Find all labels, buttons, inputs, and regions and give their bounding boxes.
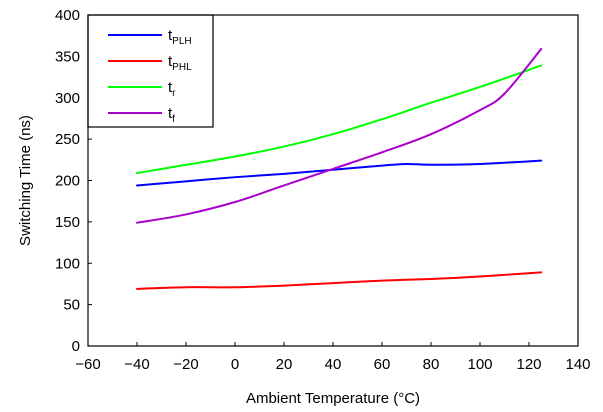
y-tick-label: 50 xyxy=(63,297,80,314)
series-line-tPLH xyxy=(136,159,543,187)
y-tick-label: 200 xyxy=(55,173,80,190)
x-tick-label: −20 xyxy=(173,356,198,373)
series-layer xyxy=(136,47,543,290)
legend-label-tf: tf xyxy=(168,105,175,125)
x-tick-label: 60 xyxy=(374,356,391,373)
x-tick-label: 0 xyxy=(231,356,239,373)
x-axis-label: Ambient Temperature (°C) xyxy=(246,390,420,407)
x-tick-label: 20 xyxy=(276,356,293,373)
y-tick-label: 150 xyxy=(55,214,80,231)
legend-label-tr: tr xyxy=(168,79,176,99)
series-line-tr xyxy=(136,64,543,175)
legend-label-tPHL: tPHL xyxy=(168,53,192,73)
y-tick-label: 350 xyxy=(55,48,80,65)
x-tick-label: 40 xyxy=(325,356,342,373)
y-tick-label: 0 xyxy=(72,338,80,355)
y-axis-label: Switching Time (ns) xyxy=(17,115,34,246)
x-tick-label: −40 xyxy=(124,356,149,373)
y-tick-label: 400 xyxy=(55,7,80,24)
legend-label-tPLH: tPLH xyxy=(168,27,192,47)
x-tick-label: 100 xyxy=(467,356,492,373)
y-tick-label: 300 xyxy=(55,90,80,107)
plot-frame xyxy=(87,14,579,347)
x-tick-label: 80 xyxy=(423,356,440,373)
x-tick-label: 140 xyxy=(565,356,590,373)
y-tick-label: 250 xyxy=(55,131,80,148)
legend-box xyxy=(87,14,214,128)
ticks-layer: −60 −40 −20 0 20 40 60 80 100 120 140 0 50 100 150 200 2… xyxy=(55,7,591,373)
x-tick-label: −60 xyxy=(75,356,100,373)
series-line-tPHL xyxy=(136,271,543,290)
x-tick-label: 120 xyxy=(516,356,541,373)
legend: tPLH tPHL tr tf xyxy=(87,14,214,128)
series-line-tf xyxy=(136,47,543,224)
y-tick-label: 100 xyxy=(55,255,80,272)
